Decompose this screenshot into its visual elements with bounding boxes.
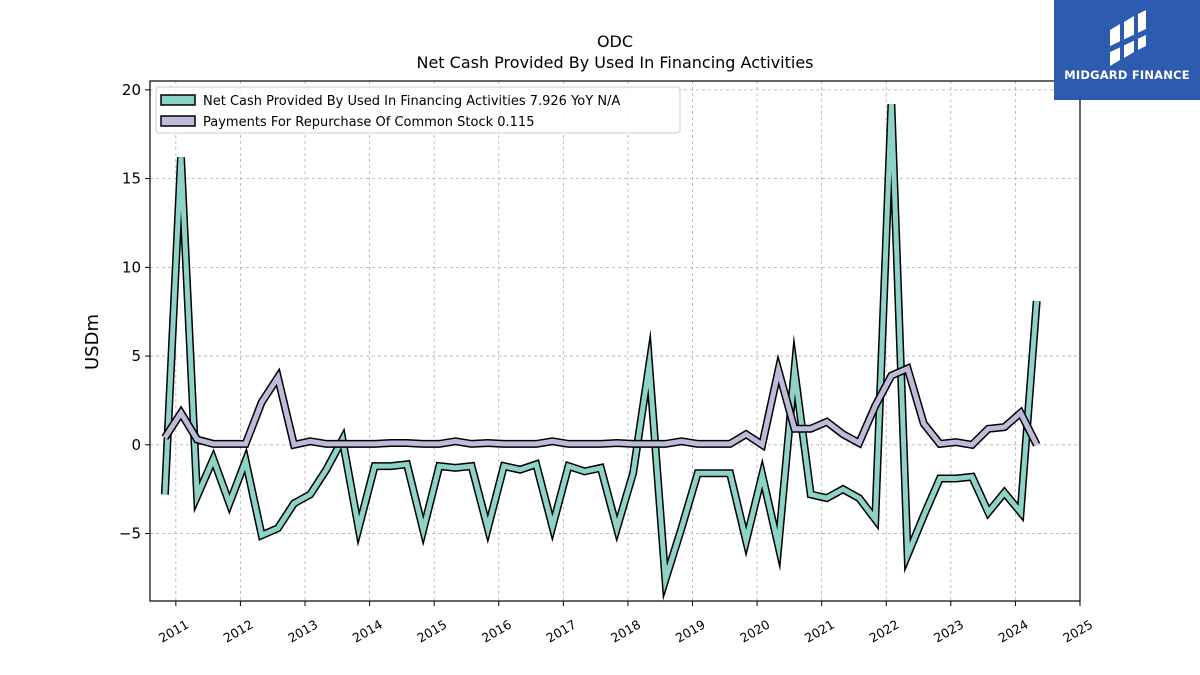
y-tick-label: 15	[122, 170, 141, 188]
brand-mark-icon	[1106, 10, 1148, 66]
y-tick-label: 10	[122, 258, 141, 276]
x-tick-label: 2019	[673, 617, 708, 646]
grid-lines	[150, 81, 1081, 601]
x-ticks: 2011 2012 2013 2014 2015 2016 2017 2018 2019 2020…	[156, 601, 1095, 646]
x-tick-label: 2025	[1060, 617, 1095, 646]
x-tick-label: 2013	[285, 617, 320, 646]
y-tick-label: 0	[131, 436, 141, 454]
plot-frame	[149, 80, 1081, 602]
series-group	[160, 103, 1041, 601]
x-tick-label: 2018	[608, 617, 643, 646]
y-tick-label: 5	[131, 347, 141, 365]
brand-name: MIDGARD FINANCE	[1064, 68, 1190, 82]
series-line-1	[162, 104, 1040, 593]
chart-title: ODC	[597, 32, 633, 51]
x-tick-label: 2016	[479, 617, 514, 646]
x-tick-label: 2015	[414, 617, 449, 646]
x-tick-label: 2022	[866, 617, 901, 646]
y-ticks: −5 0 5 10 15 20	[119, 81, 150, 543]
series-line-2	[162, 359, 1039, 449]
x-tick-label: 2012	[221, 617, 256, 646]
x-tick-label: 2023	[931, 617, 966, 646]
legend-box	[155, 86, 681, 134]
chart-subtitle: Net Cash Provided By Used In Financing A…	[416, 53, 813, 72]
legend-label: Net Cash Provided By Used In Financing A…	[203, 94, 620, 109]
y-tick-label: −5	[119, 525, 141, 543]
x-tick-label: 2011	[156, 617, 191, 646]
y-axis-label: USDm	[82, 314, 103, 370]
brand-logo: MIDGARD FINANCE	[1054, 0, 1200, 100]
x-tick-label: 2014	[350, 617, 385, 646]
x-tick-label: 2021	[802, 617, 837, 646]
legend-swatch	[160, 115, 196, 127]
x-tick-label: 2020	[737, 617, 772, 646]
y-tick-label: 20	[122, 81, 141, 99]
legend-swatch	[160, 94, 196, 106]
legend: Net Cash Provided By Used In Financing A…	[155, 86, 681, 134]
x-tick-label: 2024	[996, 617, 1031, 646]
legend-label: Payments For Repurchase Of Common Stock …	[203, 115, 534, 130]
x-tick-label: 2017	[544, 617, 579, 646]
